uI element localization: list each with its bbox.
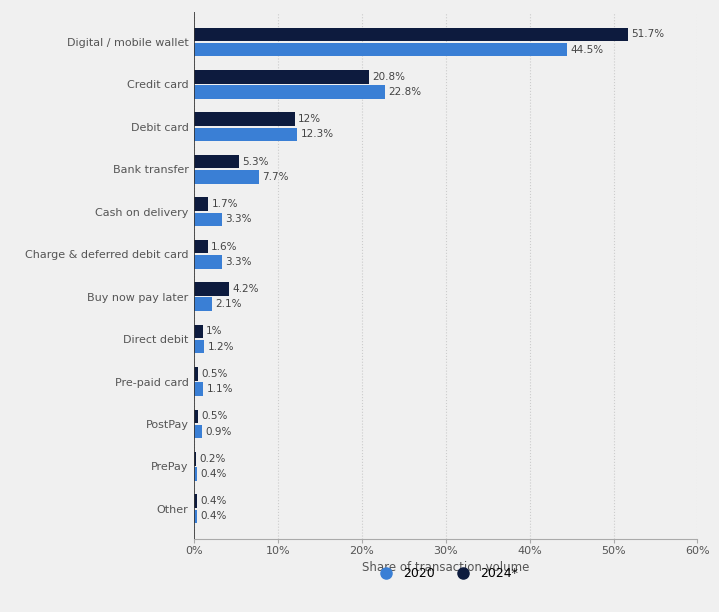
Bar — [194, 170, 259, 184]
Text: 1.6%: 1.6% — [211, 242, 237, 252]
Legend: 2020, 2024*: 2020, 2024* — [368, 562, 523, 585]
Text: 1.1%: 1.1% — [207, 384, 233, 394]
Bar — [194, 409, 198, 423]
Text: 3.3%: 3.3% — [225, 257, 252, 267]
Text: 5.3%: 5.3% — [242, 157, 268, 166]
Text: 0.4%: 0.4% — [201, 496, 227, 506]
Bar — [194, 212, 221, 226]
X-axis label: Share of transaction volume: Share of transaction volume — [362, 561, 529, 574]
Text: 4.2%: 4.2% — [233, 284, 260, 294]
Bar — [194, 510, 198, 523]
Text: 51.7%: 51.7% — [631, 29, 664, 39]
Bar — [194, 282, 229, 296]
Text: 3.3%: 3.3% — [225, 214, 252, 225]
Text: 1%: 1% — [206, 326, 222, 337]
Text: 7.7%: 7.7% — [262, 172, 288, 182]
Bar — [194, 340, 204, 354]
Text: 0.5%: 0.5% — [201, 411, 228, 421]
Text: 2.1%: 2.1% — [215, 299, 242, 309]
Text: 20.8%: 20.8% — [372, 72, 405, 82]
Text: 0.4%: 0.4% — [201, 512, 227, 521]
Text: 0.5%: 0.5% — [201, 369, 228, 379]
Bar — [194, 467, 198, 481]
Text: 1.7%: 1.7% — [212, 199, 238, 209]
Text: 0.2%: 0.2% — [199, 453, 226, 464]
Bar — [194, 70, 369, 84]
Bar — [194, 452, 196, 466]
Bar — [194, 494, 198, 508]
Text: 12.3%: 12.3% — [301, 130, 334, 140]
Bar — [194, 382, 203, 396]
Text: 44.5%: 44.5% — [571, 45, 604, 54]
Bar — [194, 128, 298, 141]
Bar — [194, 297, 212, 311]
Bar — [194, 197, 209, 211]
Bar — [194, 425, 201, 438]
Bar — [194, 155, 239, 168]
Text: 0.4%: 0.4% — [201, 469, 227, 479]
Bar — [194, 85, 385, 99]
Text: 0.9%: 0.9% — [205, 427, 232, 436]
Bar — [194, 255, 221, 269]
Bar — [194, 324, 203, 338]
Bar — [194, 43, 567, 56]
Bar — [194, 113, 295, 126]
Bar — [194, 240, 208, 253]
Bar — [194, 28, 628, 41]
Bar — [194, 367, 198, 381]
Text: 1.2%: 1.2% — [208, 341, 234, 352]
Text: 12%: 12% — [298, 114, 321, 124]
Text: 22.8%: 22.8% — [389, 87, 422, 97]
